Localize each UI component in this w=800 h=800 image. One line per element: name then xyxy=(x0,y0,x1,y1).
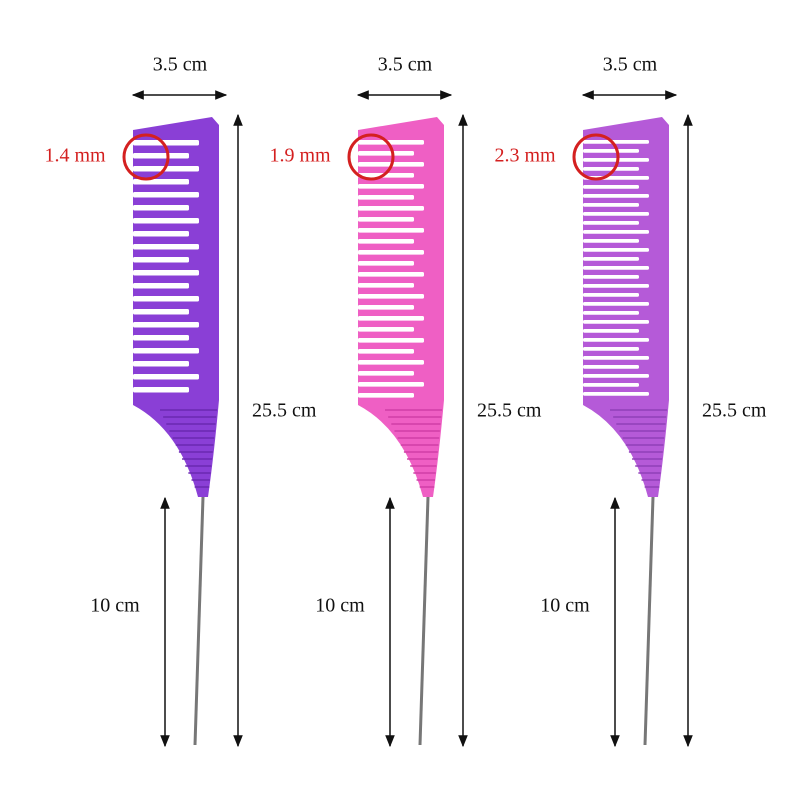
tail-label: 10 cm xyxy=(90,595,140,617)
tooth-gap xyxy=(358,250,424,255)
tooth-gap xyxy=(358,327,414,332)
tooth-gap xyxy=(133,309,189,315)
tooth-gap xyxy=(358,371,414,376)
tooth-gap xyxy=(133,205,189,211)
comb: 3.5 cm 25.5 cm 10 cm 1.9 mm xyxy=(269,54,542,748)
tooth-gap xyxy=(358,305,414,310)
tooth-gap xyxy=(358,338,424,343)
tooth-gap xyxy=(583,203,639,207)
tooth-gap xyxy=(133,218,199,224)
tooth-gap xyxy=(133,374,199,380)
highlight-circle xyxy=(122,133,170,181)
metal-pin xyxy=(643,496,655,746)
tooth-gap xyxy=(583,230,649,234)
tooth-gap xyxy=(358,239,414,244)
tooth-gap xyxy=(583,140,649,144)
tooth-gap xyxy=(583,248,649,252)
tooth-gap xyxy=(583,329,639,333)
tooth-gap xyxy=(583,284,649,288)
tooth-gap xyxy=(133,244,199,250)
tooth-gap xyxy=(358,261,414,266)
tooth-gap xyxy=(583,374,649,378)
tooth-gap xyxy=(583,320,649,324)
tooth-gap xyxy=(583,221,639,225)
tooth-gap xyxy=(583,302,649,306)
tooth-gap xyxy=(358,283,414,288)
comb: 3.5 cm 25.5 cm 10 cm 2.3 mm xyxy=(494,54,767,748)
comb-body xyxy=(133,117,219,497)
tooth-gap xyxy=(583,149,639,153)
tooth-gap xyxy=(358,184,424,189)
tooth-gap xyxy=(583,194,649,198)
tooth-gap xyxy=(133,387,189,393)
tooth-gap xyxy=(583,266,649,270)
tooth-gap xyxy=(583,383,639,387)
tooth-gap-label: 1.9 mm xyxy=(269,145,331,167)
tail-label: 10 cm xyxy=(540,595,590,617)
tooth-gap xyxy=(583,356,649,360)
tooth-gap xyxy=(133,283,189,289)
tooth-gap xyxy=(583,158,649,162)
tooth-gap xyxy=(358,151,414,156)
tooth-gap xyxy=(133,153,189,159)
tooth-gap xyxy=(358,217,414,222)
tooth-gap xyxy=(583,293,639,297)
tooth-gap xyxy=(358,140,424,145)
width-label: 3.5 cm xyxy=(378,54,433,76)
tooth-gap xyxy=(583,365,639,369)
tooth-gap xyxy=(583,185,639,189)
tooth-gap xyxy=(358,360,424,365)
tooth-gap xyxy=(358,195,414,200)
tooth-gap-label: 2.3 mm xyxy=(494,145,556,167)
tooth-gap xyxy=(133,140,199,146)
length-label: 25.5 cm xyxy=(252,400,317,422)
tooth-gap xyxy=(583,167,639,171)
tooth-gap xyxy=(133,270,199,276)
tooth-gap xyxy=(133,348,199,354)
metal-pin xyxy=(418,496,430,746)
tooth-gap xyxy=(133,296,199,302)
tooth-gap xyxy=(358,349,414,354)
width-label: 3.5 cm xyxy=(603,54,658,76)
tooth-gap xyxy=(358,393,414,398)
width-label: 3.5 cm xyxy=(153,54,208,76)
tooth-gap xyxy=(358,316,424,321)
tooth-gap xyxy=(133,361,189,367)
highlight-circle xyxy=(572,133,620,181)
tooth-gap xyxy=(358,382,424,387)
tooth-gap xyxy=(358,228,424,233)
tooth-gap xyxy=(583,212,649,216)
length-label: 25.5 cm xyxy=(702,400,767,422)
tooth-gap xyxy=(583,392,649,396)
tooth-gap xyxy=(583,338,649,342)
tooth-gap xyxy=(133,257,189,263)
tooth-gap xyxy=(358,294,424,299)
tooth-gap xyxy=(358,173,414,178)
tooth-gap xyxy=(583,275,639,279)
length-label: 25.5 cm xyxy=(477,400,542,422)
tooth-gap xyxy=(133,335,189,341)
highlight-circle xyxy=(347,133,395,181)
tooth-gap xyxy=(133,192,199,198)
tooth-gap xyxy=(583,347,639,351)
tooth-gap xyxy=(583,239,639,243)
tail-label: 10 cm xyxy=(315,595,365,617)
tooth-gap xyxy=(583,257,639,261)
tooth-gap xyxy=(133,231,189,237)
tooth-gap xyxy=(358,272,424,277)
tooth-gap xyxy=(358,206,424,211)
tooth-gap-label: 1.4 mm xyxy=(44,145,106,167)
tooth-gap xyxy=(583,311,639,315)
tooth-gap xyxy=(133,322,199,328)
metal-pin xyxy=(193,496,205,746)
comb: 3.5 cm 25.5 cm 10 cm 1.4 mm xyxy=(44,54,317,748)
